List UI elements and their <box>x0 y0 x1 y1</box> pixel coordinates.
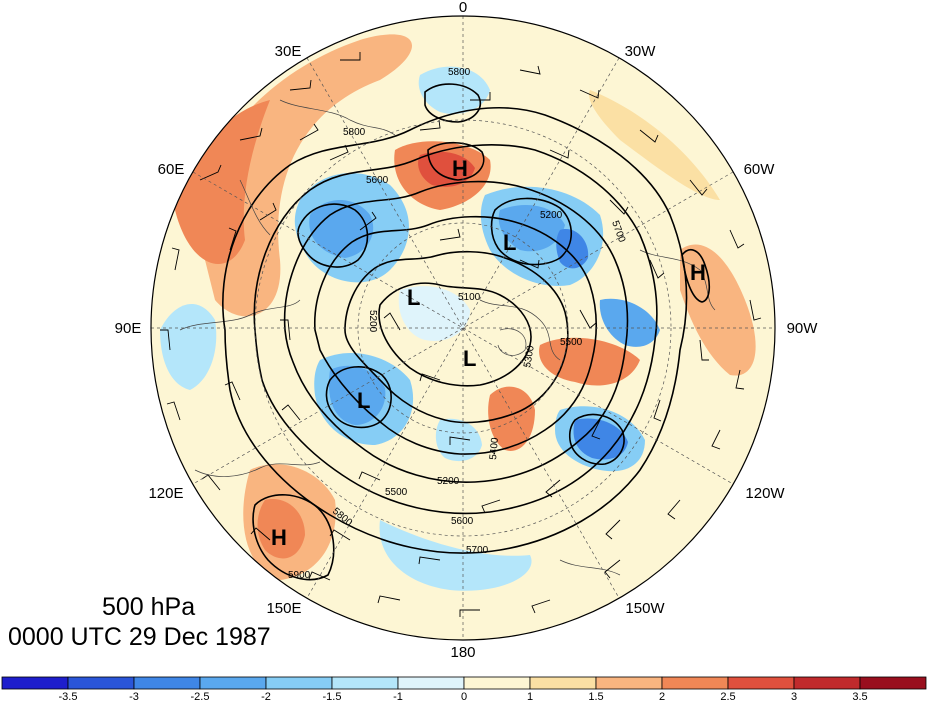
lon-label-150w: 150W <box>625 600 665 617</box>
contour-label: 5500 <box>560 337 583 348</box>
low-center: L <box>463 346 476 371</box>
contour-label: 5200 <box>367 310 378 333</box>
colorbar-box <box>793 676 861 690</box>
pressure-centers: H H H L L L L L <box>271 156 706 550</box>
colorbar-box <box>727 676 795 690</box>
colorbar-tick-label: 3 <box>791 691 797 702</box>
colorbar-box <box>199 676 267 690</box>
lon-label-30w: 30W <box>625 43 657 60</box>
colorbar-tick-label: 1 <box>527 691 533 702</box>
contour-label: 5100 <box>458 292 481 303</box>
contour-label: 5600 <box>451 516 474 527</box>
colorbar-tick-label: -1.5 <box>323 691 342 702</box>
contour-label: 5500 <box>385 487 408 498</box>
colorbar-tick-label: 2.5 <box>720 691 735 702</box>
colorbar-box <box>331 676 399 690</box>
pressure-level-title: 500 hPa <box>102 593 196 621</box>
lon-label-120w: 120W <box>745 485 785 502</box>
colorbar-tick-label: -3 <box>129 691 139 702</box>
colorbar-box <box>529 676 597 690</box>
lon-label-60w: 60W <box>744 161 776 178</box>
coastlines <box>179 99 716 576</box>
colorbar-box <box>661 676 729 690</box>
graticule <box>151 16 775 640</box>
lon-label-180: 180 <box>450 644 475 661</box>
lon-label-150e: 150E <box>266 600 301 617</box>
colorbar-tick-label: 1.5 <box>588 691 603 702</box>
colorbar-tick-label: 3.5 <box>852 691 867 702</box>
contour-label: 5900 <box>288 570 311 581</box>
colorbar-box <box>859 676 927 690</box>
contour-label: 5300 <box>522 344 537 368</box>
colorbar-box <box>1 676 69 690</box>
colorbar-box <box>265 676 333 690</box>
colorbar-tick-label: 2 <box>659 691 665 702</box>
lon-label-30e: 30E <box>275 43 302 60</box>
contour-label: 5700 <box>466 545 489 556</box>
colorbar-box <box>67 676 135 690</box>
colorbar-tick-label: -2 <box>261 691 271 702</box>
contour-label: 5800 <box>343 127 366 138</box>
colorbar-tick-label: -2.5 <box>191 691 210 702</box>
low-center: L <box>503 230 516 255</box>
lon-label-90e: 90E <box>115 320 142 337</box>
colorbar-tick-label: -3.5 <box>59 691 78 702</box>
contour-label: 5400 <box>488 437 501 461</box>
height-contours <box>222 83 711 581</box>
low-center: L <box>407 285 420 310</box>
colorbar-box <box>133 676 201 690</box>
colorbar-box <box>595 676 663 690</box>
high-center: H <box>690 260 706 285</box>
lon-label-60e: 60E <box>158 161 185 178</box>
colorbar: -3.5 -3 -2.5 -2 -1.5 -1 0 1 1.5 2 2.5 3 3.5 <box>1 676 927 702</box>
valid-time-title: 0000 UTC 29 Dec 1987 <box>8 623 271 651</box>
colorbar-box <box>397 676 465 690</box>
colorbar-tick-label: 0 <box>461 691 467 702</box>
lon-label-120e: 120E <box>148 485 183 502</box>
colorbar-box <box>463 676 531 690</box>
longitude-labels: 0 30W 60W 90W 120W 150W 180 150E 120E 90… <box>115 0 819 661</box>
colorbar-tick-label: -1 <box>393 691 403 702</box>
contour-label: 5600 <box>366 175 389 186</box>
high-center: H <box>271 525 287 550</box>
contour-label: 5200 <box>540 210 563 221</box>
contour-label: 5200 <box>437 476 460 487</box>
high-center: H <box>452 156 468 181</box>
low-center: L <box>357 388 370 413</box>
lon-label-0: 0 <box>459 0 467 16</box>
contour-label: 5800 <box>448 67 471 78</box>
lon-label-90w: 90W <box>787 320 819 337</box>
map-border <box>150 15 776 641</box>
